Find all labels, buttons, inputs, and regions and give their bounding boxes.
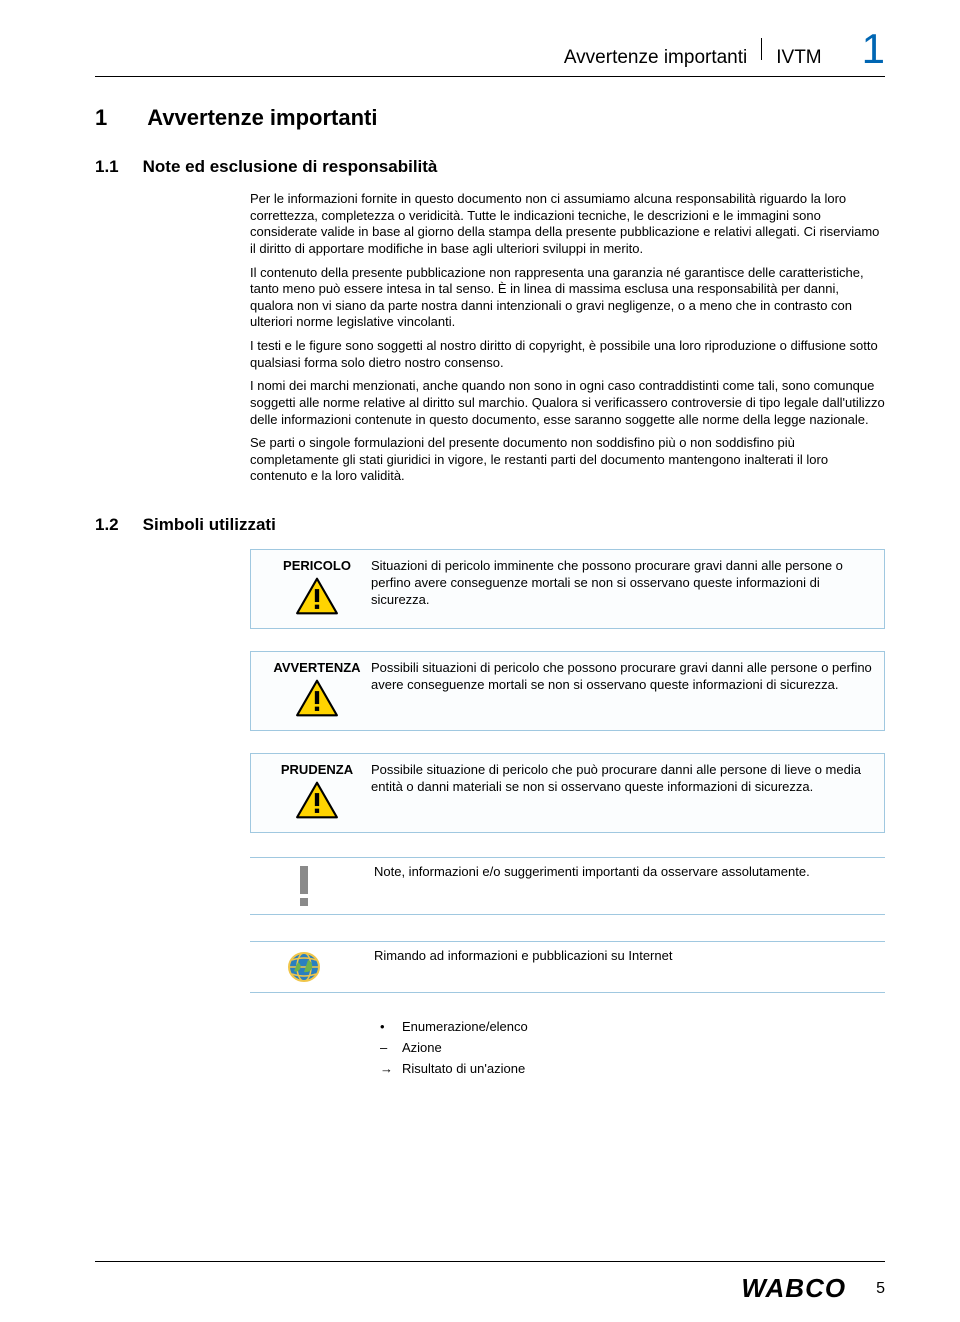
internet-row: Rimando ad informazioni e pubblicazioni … bbox=[250, 939, 885, 995]
note-row: Note, informazioni e/o suggerimenti impo… bbox=[250, 855, 885, 917]
internet-text: Rimando ad informazioni e pubblicazioni … bbox=[374, 948, 672, 965]
section1-number: 1 bbox=[95, 105, 107, 131]
header-separator bbox=[761, 38, 762, 60]
warning-triangle-icon bbox=[295, 781, 339, 819]
exclamation-icon bbox=[295, 864, 313, 908]
note-text: Note, informazioni e/o suggerimenti impo… bbox=[374, 864, 810, 881]
paragraph: Se parti o singole formulazioni del pres… bbox=[250, 435, 885, 485]
list-item-label: Risultato di un'azione bbox=[402, 1059, 525, 1080]
legend-list: • Enumerazione/elenco – Azione → Risulta… bbox=[380, 1017, 885, 1079]
page-number: 5 bbox=[876, 1280, 885, 1298]
chapter-number: 1 bbox=[862, 25, 885, 73]
safety-box-prudenza: PRUDENZA Possibile situazione di pericol… bbox=[250, 753, 885, 833]
list-item-label: Enumerazione/elenco bbox=[402, 1017, 528, 1038]
section1-title: Avvertenze importanti bbox=[147, 105, 377, 131]
paragraph: I testi e le figure sono soggetti al nos… bbox=[250, 338, 885, 371]
warning-triangle-icon bbox=[295, 577, 339, 615]
avvertenza-label: AVVERTENZA bbox=[263, 660, 371, 675]
section-heading-1-1: 1.1 Note ed esclusione di responsabilità bbox=[95, 157, 885, 177]
section1-1-number: 1.1 bbox=[95, 157, 119, 177]
safety-box-avvertenza: AVVERTENZA Possibili situazioni di peric… bbox=[250, 651, 885, 731]
section-heading-1-2: 1.2 Simboli utilizzati bbox=[95, 515, 885, 535]
section1-2-number: 1.2 bbox=[95, 515, 119, 535]
dash-icon: – bbox=[380, 1038, 392, 1059]
avvertenza-text: Possibili situazioni di pericolo che pos… bbox=[371, 660, 872, 722]
section1-1-title: Note ed esclusione di responsabilità bbox=[143, 157, 438, 177]
warning-triangle-icon bbox=[295, 679, 339, 717]
arrow-icon: → bbox=[380, 1059, 392, 1080]
page-footer: WABCO 5 bbox=[741, 1273, 885, 1304]
brand-logo: WABCO bbox=[741, 1273, 846, 1304]
paragraph: Per le informazioni fornite in questo do… bbox=[250, 191, 885, 258]
prudenza-text: Possibile situazione di pericolo che può… bbox=[371, 762, 872, 824]
header-title: Avvertenze importanti bbox=[564, 47, 747, 69]
list-item: – Azione bbox=[380, 1038, 885, 1059]
section-heading-1: 1 Avvertenze importanti bbox=[95, 105, 885, 131]
legal-text-block: Per le informazioni fornite in questo do… bbox=[250, 191, 885, 485]
globe-icon bbox=[284, 948, 324, 986]
list-item: • Enumerazione/elenco bbox=[380, 1017, 885, 1038]
page-header: Avvertenze importanti IVTM 1 bbox=[95, 25, 885, 77]
safety-box-pericolo: PERICOLO Situazioni di pericolo imminent… bbox=[250, 549, 885, 629]
header-code: IVTM bbox=[776, 47, 821, 69]
footer-rule bbox=[95, 1261, 885, 1262]
paragraph: I nomi dei marchi menzionati, anche quan… bbox=[250, 378, 885, 428]
list-item-label: Azione bbox=[402, 1038, 442, 1059]
list-item: → Risultato di un'azione bbox=[380, 1059, 885, 1080]
bullet-icon: • bbox=[380, 1017, 392, 1038]
pericolo-label: PERICOLO bbox=[263, 558, 371, 573]
section1-2-title: Simboli utilizzati bbox=[143, 515, 276, 535]
paragraph: Il contenuto della presente pubblicazion… bbox=[250, 265, 885, 332]
pericolo-text: Situazioni di pericolo imminente che pos… bbox=[371, 558, 872, 620]
prudenza-label: PRUDENZA bbox=[263, 762, 371, 777]
